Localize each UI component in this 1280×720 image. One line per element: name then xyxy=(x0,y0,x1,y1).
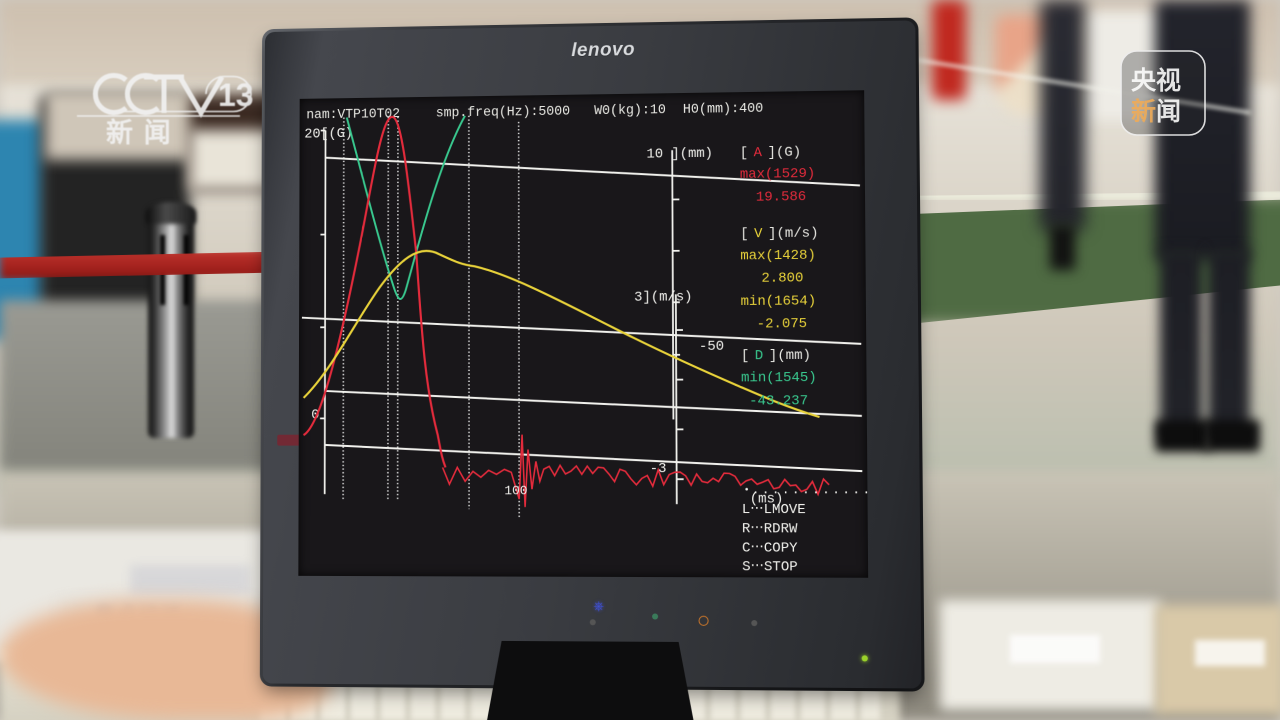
svg-text:D: D xyxy=(755,349,763,364)
svg-text:10 ](mm): 10 ](mm) xyxy=(646,147,713,163)
svg-text:W0(kg):10: W0(kg):10 xyxy=(594,102,666,118)
svg-text:-2.075: -2.075 xyxy=(757,317,808,333)
svg-text:[: [ xyxy=(741,349,749,364)
svg-text:新闻: 新闻 xyxy=(1131,97,1181,126)
svg-text:............: ............ xyxy=(752,482,869,497)
svg-text:C‧‧‧COPY: C‧‧‧COPY xyxy=(742,541,798,557)
svg-text:-50: -50 xyxy=(699,339,724,354)
svg-text:20[(G): 20[(G) xyxy=(304,127,353,143)
svg-text:13: 13 xyxy=(218,77,254,113)
svg-text:min(1654): min(1654) xyxy=(741,294,817,310)
svg-text:S‧‧‧STOP: S‧‧‧STOP xyxy=(742,560,798,576)
svg-text:3](m/s): 3](m/s) xyxy=(634,290,692,306)
svg-text:V: V xyxy=(754,227,763,242)
svg-text:R‧‧‧RDRW: R‧‧‧RDRW xyxy=(742,522,798,537)
svg-text:](G): ](G) xyxy=(768,145,802,161)
svg-text:100: 100 xyxy=(504,483,527,498)
svg-text:L‧‧‧LMOVE: L‧‧‧LMOVE xyxy=(742,503,806,518)
svg-text:19.586: 19.586 xyxy=(756,190,806,206)
svg-text:[: [ xyxy=(740,146,748,161)
svg-text:min(1545): min(1545) xyxy=(741,371,817,387)
svg-text:A: A xyxy=(754,146,763,161)
svg-text:H0(mm):400: H0(mm):400 xyxy=(683,100,764,116)
svg-text:央视: 央视 xyxy=(1131,67,1181,95)
svg-text:nam:VTP10T02: nam:VTP10T02 xyxy=(306,106,400,122)
svg-text:max(1428): max(1428) xyxy=(740,248,816,264)
svg-text:smp.freq(Hz):5000: smp.freq(Hz):5000 xyxy=(436,103,570,120)
svg-text:2.800: 2.800 xyxy=(761,271,803,287)
svg-text:新 闻: 新 闻 xyxy=(106,117,171,148)
svg-text:max(1529): max(1529) xyxy=(740,167,816,183)
svg-text:[: [ xyxy=(740,227,748,242)
svg-text:](m/s): ](m/s) xyxy=(768,226,819,242)
svg-text:](mm): ](mm) xyxy=(769,349,811,364)
svg-text:-43.237: -43.237 xyxy=(749,394,808,409)
